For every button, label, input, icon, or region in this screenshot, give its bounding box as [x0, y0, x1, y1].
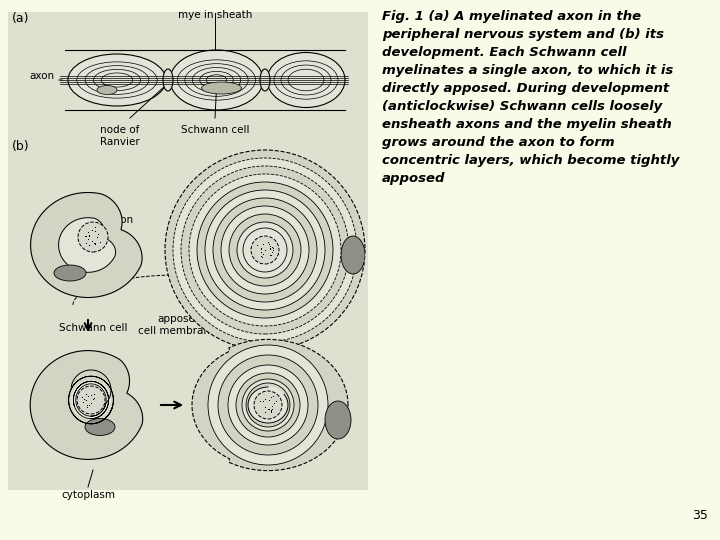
Text: Schwann cell: Schwann cell — [59, 323, 127, 333]
Circle shape — [197, 182, 333, 318]
Circle shape — [77, 386, 105, 414]
Ellipse shape — [97, 85, 117, 94]
Circle shape — [78, 222, 108, 252]
Text: Schwann cell: Schwann cell — [181, 125, 249, 135]
Circle shape — [228, 365, 308, 445]
Text: 35: 35 — [692, 509, 708, 522]
Ellipse shape — [341, 236, 365, 274]
Ellipse shape — [54, 265, 86, 281]
Text: apposed: apposed — [382, 172, 446, 185]
Text: development. Each Schwann cell: development. Each Schwann cell — [382, 46, 626, 59]
Text: axon: axon — [108, 215, 133, 225]
Ellipse shape — [260, 69, 270, 91]
Circle shape — [181, 166, 349, 334]
Circle shape — [218, 355, 318, 455]
Circle shape — [208, 345, 328, 465]
Polygon shape — [31, 192, 142, 298]
Bar — [8, 12, 368, 490]
Circle shape — [165, 150, 365, 350]
Text: Fig. 1 (a) A myelinated axon in the: Fig. 1 (a) A myelinated axon in the — [382, 10, 641, 23]
Text: (b): (b) — [12, 140, 30, 153]
Circle shape — [242, 379, 294, 431]
Circle shape — [213, 198, 317, 302]
Text: axon: axon — [29, 71, 54, 81]
Ellipse shape — [85, 418, 115, 435]
Polygon shape — [58, 218, 116, 272]
Circle shape — [189, 174, 341, 326]
Polygon shape — [192, 340, 348, 470]
Text: peripheral nervous system and (b) its: peripheral nervous system and (b) its — [382, 28, 664, 41]
Circle shape — [71, 380, 111, 420]
Circle shape — [243, 228, 287, 272]
Ellipse shape — [325, 401, 351, 439]
Circle shape — [237, 222, 293, 278]
Text: grows around the axon to form: grows around the axon to form — [382, 136, 615, 149]
Text: directly apposed. During development: directly apposed. During development — [382, 82, 670, 95]
Circle shape — [251, 236, 279, 264]
Circle shape — [246, 383, 290, 427]
Text: cytoplasm: cytoplasm — [61, 490, 115, 500]
Ellipse shape — [163, 69, 173, 91]
Text: myelinates a single axon, to which it is: myelinates a single axon, to which it is — [382, 64, 673, 77]
Text: (anticlockwise) Schwann cells loosely: (anticlockwise) Schwann cells loosely — [382, 100, 662, 113]
Circle shape — [173, 158, 357, 342]
Ellipse shape — [170, 50, 263, 110]
Circle shape — [236, 373, 300, 437]
Polygon shape — [30, 350, 143, 460]
Ellipse shape — [267, 52, 345, 107]
Circle shape — [229, 214, 301, 286]
Text: concentric layers, which become tightly: concentric layers, which become tightly — [382, 154, 680, 167]
Circle shape — [249, 386, 287, 424]
Ellipse shape — [68, 54, 166, 106]
Circle shape — [205, 190, 325, 310]
Text: apposed
cell membranes: apposed cell membranes — [138, 314, 222, 336]
Text: ensheath axons and the myelin sheath: ensheath axons and the myelin sheath — [382, 118, 672, 131]
Circle shape — [254, 391, 282, 419]
Text: node of
Ranvier: node of Ranvier — [100, 125, 140, 146]
Text: mye in sheath: mye in sheath — [178, 10, 252, 20]
Circle shape — [221, 206, 309, 294]
Ellipse shape — [202, 82, 241, 94]
Text: (a): (a) — [12, 12, 30, 25]
